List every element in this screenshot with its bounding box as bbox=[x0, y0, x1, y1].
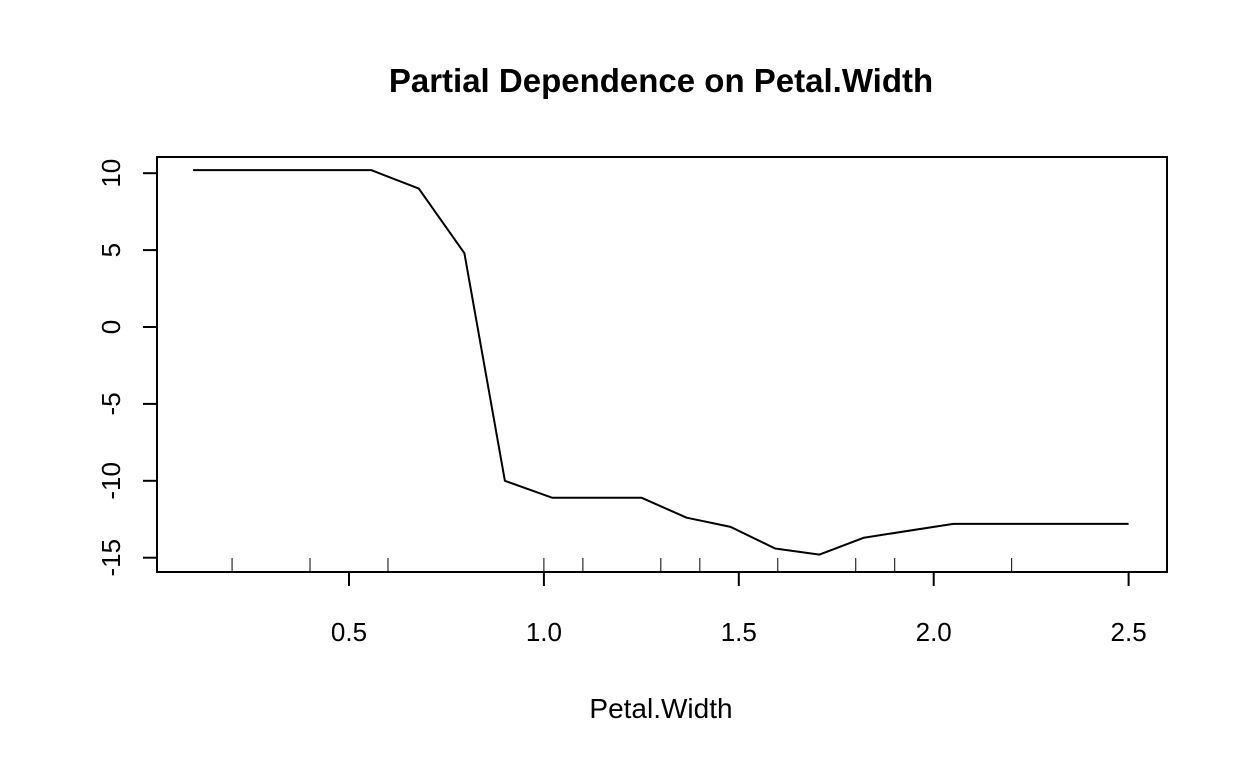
chart-title: Partial Dependence on Petal.Width bbox=[389, 62, 933, 99]
y-tick-label: -10 bbox=[96, 462, 126, 500]
y-axis: -15 -10 -5 0 5 10 bbox=[96, 159, 158, 577]
y-tick-label: 10 bbox=[96, 159, 126, 188]
x-tick-label: 2.5 bbox=[1111, 617, 1147, 647]
plot-box bbox=[156, 156, 1168, 573]
y-tick-label: -15 bbox=[96, 539, 126, 577]
x-axis: 0.5 1.0 1.5 2.0 2.5 bbox=[331, 571, 1147, 647]
series-layer bbox=[193, 169, 1129, 556]
y-tick-label: -5 bbox=[96, 392, 126, 415]
x-tick-label: 1.0 bbox=[526, 617, 562, 647]
x-axis-label: Petal.Width bbox=[589, 693, 732, 724]
series-line bbox=[193, 169, 1129, 556]
x-tick-label: 1.5 bbox=[721, 617, 757, 647]
y-tick-label: 0 bbox=[96, 320, 126, 334]
y-tick-label: 5 bbox=[96, 243, 126, 257]
rug-ticks bbox=[231, 558, 1013, 572]
x-tick-label: 0.5 bbox=[331, 617, 367, 647]
x-tick-label: 2.0 bbox=[916, 617, 952, 647]
